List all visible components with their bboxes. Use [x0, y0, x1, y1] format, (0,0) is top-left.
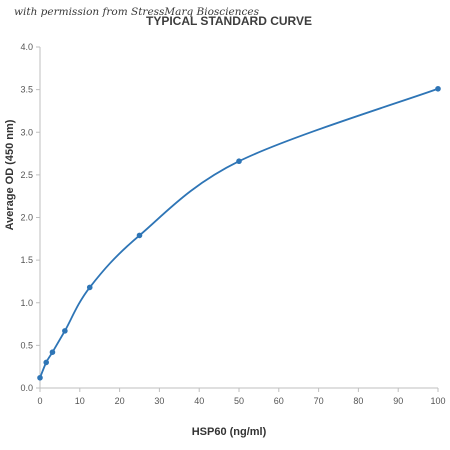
watermark-text: with permission from StressMarq Bioscien… [14, 6, 260, 18]
x-tick-label: 60 [274, 396, 284, 406]
x-tick-label: 30 [154, 396, 164, 406]
axes [36, 46, 439, 392]
data-point [62, 328, 68, 334]
data-series [37, 85, 441, 381]
x-tick-label: 70 [314, 396, 324, 406]
tick-labels: 0 10 20 30 40 50 60 70 80 90 100 0.0 0.5 1.0 1.5 2.0 2.5… [20, 42, 445, 406]
x-tick-label: 50 [234, 396, 244, 406]
y-tick-label: 4.0 [20, 42, 33, 52]
x-tick-label: 80 [353, 396, 363, 406]
y-tick-label: 1.5 [20, 255, 33, 265]
x-tick-label: 0 [37, 396, 42, 406]
y-tick-label: 0.0 [20, 383, 33, 393]
y-tick-label: 2.5 [20, 170, 33, 180]
y-tick-label: 3.0 [20, 127, 33, 137]
x-tick-label: 10 [75, 396, 85, 406]
x-tick-label: 90 [393, 396, 403, 406]
y-tick-label: 1.0 [20, 298, 33, 308]
y-tick-label: 3.5 [20, 85, 33, 95]
data-point [49, 349, 56, 355]
data-point [43, 359, 50, 366]
x-tick-label: 20 [115, 396, 125, 406]
x-tick-label: 40 [194, 396, 204, 406]
x-axis-label: HSP60 (ng/ml) [192, 426, 267, 438]
data-point [86, 284, 93, 291]
y-axis-label: Average OD (450 nm) [4, 119, 16, 230]
data-point [435, 85, 441, 92]
data-point [236, 158, 242, 165]
x-tick-label: 100 [430, 396, 445, 406]
y-tick-label: 2.0 [20, 213, 33, 223]
data-point [136, 232, 143, 239]
y-tick-label: 0.5 [20, 340, 33, 350]
series-line [39, 87, 439, 379]
data-point [37, 374, 43, 381]
chart-title: TYPICAL STANDARD CURVE [146, 14, 312, 28]
